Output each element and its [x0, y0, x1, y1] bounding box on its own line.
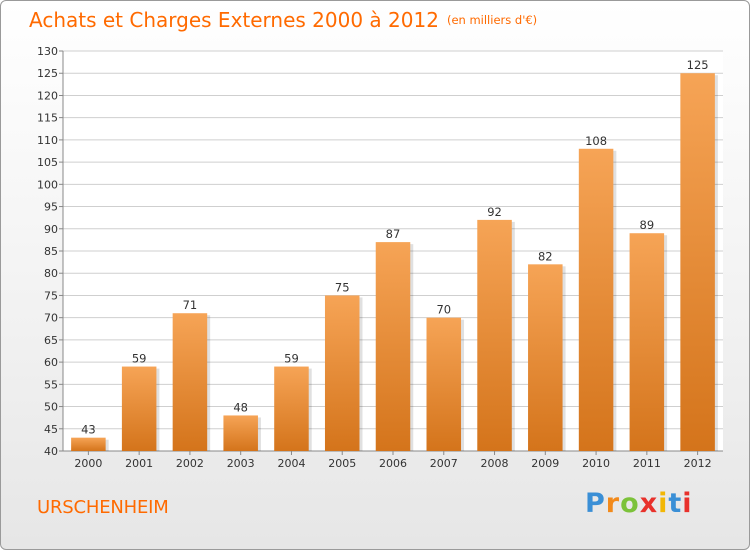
- bar-value-label: 92: [487, 205, 502, 219]
- bar-value-label: 59: [132, 352, 147, 366]
- bar-value-label: 43: [81, 423, 96, 437]
- x-tick-label: 2004: [277, 457, 305, 470]
- bar-value-label: 71: [183, 298, 198, 312]
- x-tick-label: 2002: [176, 457, 204, 470]
- bar-value-label: 75: [335, 280, 350, 294]
- chart-unit: (en milliers d'€): [446, 13, 538, 27]
- y-tick-label: 95: [44, 201, 58, 214]
- logo-letter: P: [585, 488, 606, 519]
- y-tick-label: 50: [44, 401, 58, 414]
- y-tick-label: 85: [44, 245, 58, 258]
- y-tick-label: 70: [44, 312, 58, 325]
- y-tick-label: 80: [44, 267, 58, 280]
- bar-value-label: 82: [538, 249, 553, 263]
- x-tick-label: 2006: [379, 457, 407, 470]
- logo-letter: t: [668, 488, 683, 519]
- x-tick-label: 2012: [684, 457, 712, 470]
- y-tick-label: 40: [44, 445, 58, 458]
- logo-letter: o: [620, 488, 640, 519]
- bar-value-label: 87: [386, 227, 401, 241]
- bar: [426, 317, 462, 451]
- x-tick-label: 2010: [582, 457, 610, 470]
- bar: [172, 313, 208, 451]
- y-tick-label: 120: [37, 89, 58, 102]
- logo-letter: x: [639, 488, 659, 519]
- x-tick-label: 2008: [481, 457, 509, 470]
- y-tick-label: 125: [37, 67, 58, 80]
- proxiti-logo: Proxiti: [585, 488, 693, 519]
- y-tick-label: 65: [44, 334, 58, 347]
- bar: [274, 366, 309, 451]
- x-tick-label: 2011: [633, 457, 661, 470]
- logo-letter: i: [682, 488, 693, 519]
- y-tick-label: 115: [37, 112, 58, 125]
- bar-value-label: 70: [436, 303, 451, 317]
- y-tick-label: 75: [44, 289, 58, 302]
- bar: [477, 219, 512, 451]
- bar-value-label: 108: [585, 134, 607, 148]
- x-tick-label: 2005: [328, 457, 356, 470]
- bar: [528, 264, 563, 451]
- commune-name: URSCHENHEIM: [37, 497, 169, 518]
- y-tick-label: 90: [44, 223, 58, 236]
- y-tick-label: 45: [44, 423, 58, 436]
- y-tick-label: 55: [44, 378, 58, 391]
- bar-value-label: 89: [640, 218, 655, 232]
- bar: [578, 148, 614, 451]
- bar: [71, 437, 106, 451]
- bar: [223, 415, 258, 451]
- y-tick-label: 110: [37, 134, 58, 147]
- x-tick-label: 2007: [430, 457, 458, 470]
- bar: [680, 73, 715, 451]
- y-tick-label: 130: [37, 45, 58, 58]
- y-tick-label: 105: [37, 156, 58, 169]
- y-tick-label: 60: [44, 356, 58, 369]
- x-tick-label: 2003: [227, 457, 255, 470]
- bar: [324, 295, 360, 451]
- bar-value-label: 59: [284, 352, 299, 366]
- x-tick-label: 2009: [531, 457, 559, 470]
- bar: [629, 233, 665, 451]
- logo-letter: i: [658, 488, 669, 519]
- chart-title-text: Achats et Charges Externes 2000 à 2012: [29, 8, 439, 32]
- x-tick-label: 2001: [125, 457, 153, 470]
- bar: [121, 366, 157, 451]
- bar: [375, 242, 411, 451]
- bar-value-label: 48: [233, 400, 248, 414]
- x-tick-label: 2000: [74, 457, 102, 470]
- logo-letter: r: [605, 488, 621, 519]
- y-tick-label: 100: [37, 178, 58, 191]
- chart-title: Achats et Charges Externes 2000 à 2012 (e…: [29, 8, 537, 32]
- bar-value-label: 125: [687, 58, 709, 72]
